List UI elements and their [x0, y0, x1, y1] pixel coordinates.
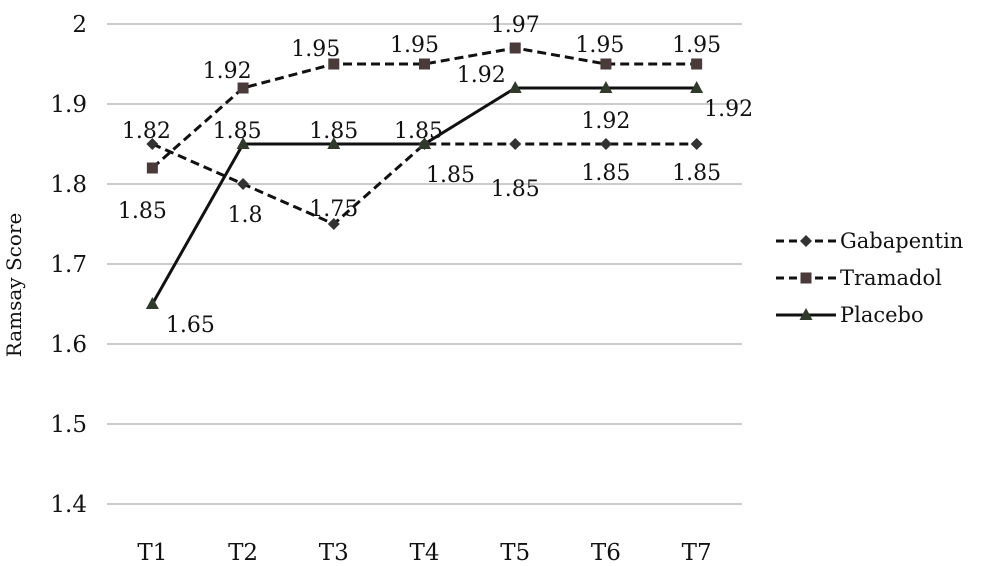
data-label-gabapentin-t2: 1.8 — [228, 203, 263, 228]
data-label-placebo-t6: 1.92 — [581, 109, 630, 134]
y-axis-label: Ramsay Score — [2, 213, 26, 358]
data-labels: 1.82 1.8 1.75 1.85 1.85 1.85 1.85 1.85 1.92 1.95 1… — [118, 13, 753, 338]
x-tick-label: T7 — [682, 540, 712, 566]
data-point-gabapentin-t2 — [237, 178, 250, 190]
data-point-tramadol-t4 — [419, 58, 430, 70]
data-label-tramadol-t3: 1.95 — [291, 37, 340, 62]
data-point-gabapentin-t3 — [327, 218, 340, 230]
gridlines — [107, 23, 742, 505]
x-tick-label: T5 — [500, 540, 530, 566]
legend-label-placebo: Placebo — [840, 303, 924, 327]
x-axis-tick-labels: T1 T2 T3 T4 T5 T6 T7 — [137, 540, 711, 566]
data-point-tramadol-t7 — [691, 58, 703, 70]
data-label-placebo-t2: 1.85 — [213, 119, 262, 144]
data-point-placebo-t4 — [418, 137, 431, 149]
data-point-tramadol-t2 — [237, 82, 249, 94]
data-point-tramadol-t5 — [509, 42, 521, 54]
data-label-placebo-t5: 1.92 — [457, 63, 506, 88]
data-point-tramadol-t6 — [600, 58, 612, 70]
legend: Gabapentin Tramadol Placebo — [776, 229, 963, 327]
data-point-gabapentin-t6 — [599, 138, 612, 150]
series-markers — [145, 42, 704, 309]
legend-label-tramadol: Tramadol — [840, 266, 942, 290]
y-tick-label: 2 — [72, 12, 87, 38]
y-tick-label: 1.9 — [50, 92, 87, 118]
x-tick-label: T1 — [137, 540, 167, 566]
data-label-tramadol-t6: 1.95 — [575, 33, 624, 58]
x-tick-label: T4 — [410, 540, 440, 566]
y-tick-label: 1.5 — [50, 412, 87, 438]
data-point-gabapentin-t1 — [146, 138, 159, 150]
y-axis-tick-labels: 1.4 1.5 1.6 1.7 1.8 1.9 2 — [50, 12, 87, 518]
data-label-placebo-t7: 1.92 — [704, 97, 753, 122]
data-point-gabapentin-t7 — [690, 138, 703, 150]
data-label-tramadol-t2: 1.92 — [203, 59, 252, 84]
data-point-placebo-t3 — [327, 137, 341, 149]
data-label-gabapentin-t6: 1.85 — [581, 161, 630, 186]
y-tick-label: 1.6 — [50, 332, 87, 358]
data-label-tramadol-t1: 1.85 — [118, 199, 167, 224]
data-label-gabapentin-t7: 1.85 — [672, 161, 721, 186]
data-point-placebo-t1 — [145, 297, 159, 309]
data-point-tramadol-t3 — [328, 58, 340, 70]
y-tick-label: 1.7 — [50, 252, 87, 278]
legend-label-gabapentin: Gabapentin — [840, 229, 963, 253]
data-label-placebo-t3: 1.85 — [309, 119, 358, 144]
data-label-tramadol-t4: 1.95 — [390, 33, 439, 58]
data-label-gabapentin-t3: 1.75 — [309, 197, 358, 222]
legend-marker-gabapentin — [800, 235, 812, 247]
data-label-tramadol-t7: 1.95 — [672, 33, 721, 58]
data-label-gabapentin-t1: 1.82 — [122, 119, 171, 144]
x-tick-label: T3 — [319, 540, 349, 566]
data-label-gabapentin-t4: 1.85 — [426, 163, 475, 188]
data-label-tramadol-t5: 1.97 — [491, 13, 540, 38]
legend-marker-placebo — [799, 308, 813, 320]
data-point-placebo-t6 — [599, 81, 613, 93]
y-tick-label: 1.4 — [50, 492, 87, 518]
data-label-gabapentin-t5: 1.85 — [491, 177, 540, 202]
x-tick-label: T2 — [228, 540, 258, 566]
data-point-tramadol-t1 — [146, 162, 158, 174]
data-point-placebo-t5 — [508, 81, 522, 93]
data-point-placebo-t7 — [690, 81, 704, 93]
x-tick-label: T6 — [591, 540, 621, 566]
data-label-placebo-t4: 1.85 — [394, 119, 443, 144]
data-point-gabapentin-t5 — [509, 138, 522, 150]
y-tick-label: 1.8 — [50, 172, 87, 198]
data-label-placebo-t1: 1.65 — [166, 313, 215, 338]
legend-marker-tramadol — [800, 272, 812, 284]
data-point-placebo-t2 — [236, 137, 250, 149]
